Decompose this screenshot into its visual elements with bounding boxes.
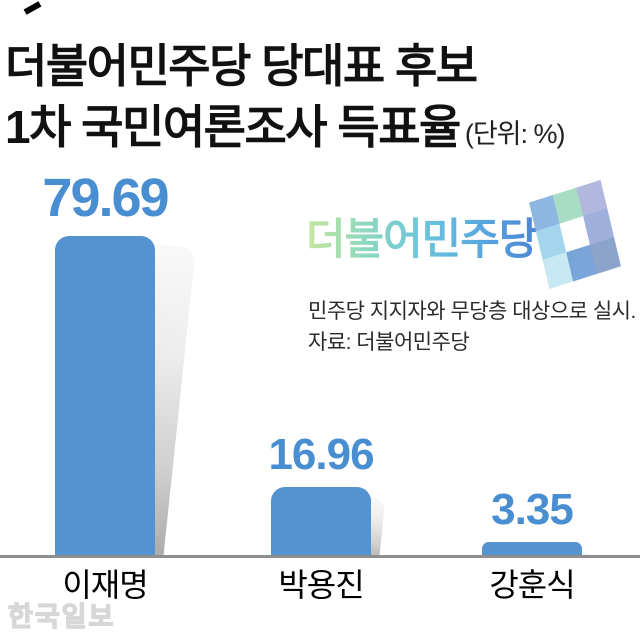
party-flag-icon [529, 179, 621, 289]
bar-group-1: 79.69 [42, 160, 196, 555]
flag-tile [559, 216, 591, 253]
bar-2 [271, 487, 371, 555]
bar-1 [55, 236, 155, 555]
bar-value-label: 79.69 [42, 168, 169, 228]
flag-tile [566, 244, 598, 282]
bar-group-3: 3.35 [482, 160, 591, 555]
cropped-glyph-mark [23, 1, 42, 15]
party-logo-wordmark: 더불어민주당 [306, 205, 538, 267]
chart-title-line2: 1차 국민여론조사 득표율 [5, 101, 461, 153]
flag-tile [583, 208, 615, 246]
category-label: 이재명 [62, 567, 148, 603]
chart-title: 더불어민주당 당대표 후보 1차 국민여론조사 득표율 (단위: %) [5, 36, 566, 165]
source-note: 자료: 더불어민주당 [308, 331, 470, 354]
unit-note: (단위: %) [464, 119, 566, 149]
flag-tile [589, 237, 621, 274]
press-watermark: 한국일보 [7, 601, 116, 632]
bar-3 [482, 542, 582, 555]
category-label: 강훈식 [489, 567, 575, 603]
chart-title-line1: 더불어민주당 당대표 후보 [5, 40, 478, 92]
survey-notes: 민주당 지지자와 무당층 대상으로 실시. 자료: 더불어민주당 [308, 296, 636, 358]
axis-line [0, 555, 640, 558]
flag-tile [552, 187, 584, 225]
category-label: 박용진 [278, 567, 364, 603]
bar-value-label: 16.96 [268, 430, 374, 479]
survey-method-note: 민주당 지지자와 무당층 대상으로 실시. [308, 300, 636, 323]
flag-tile [529, 194, 561, 232]
bar-group-2: 16.96 [268, 160, 386, 555]
flag-tile [542, 252, 574, 289]
bar-chart: 79.69 16.96 3.35 [0, 160, 640, 555]
bar-value-label: 3.35 [491, 485, 574, 534]
flag-tile [535, 223, 567, 261]
flag-tile [576, 179, 608, 217]
